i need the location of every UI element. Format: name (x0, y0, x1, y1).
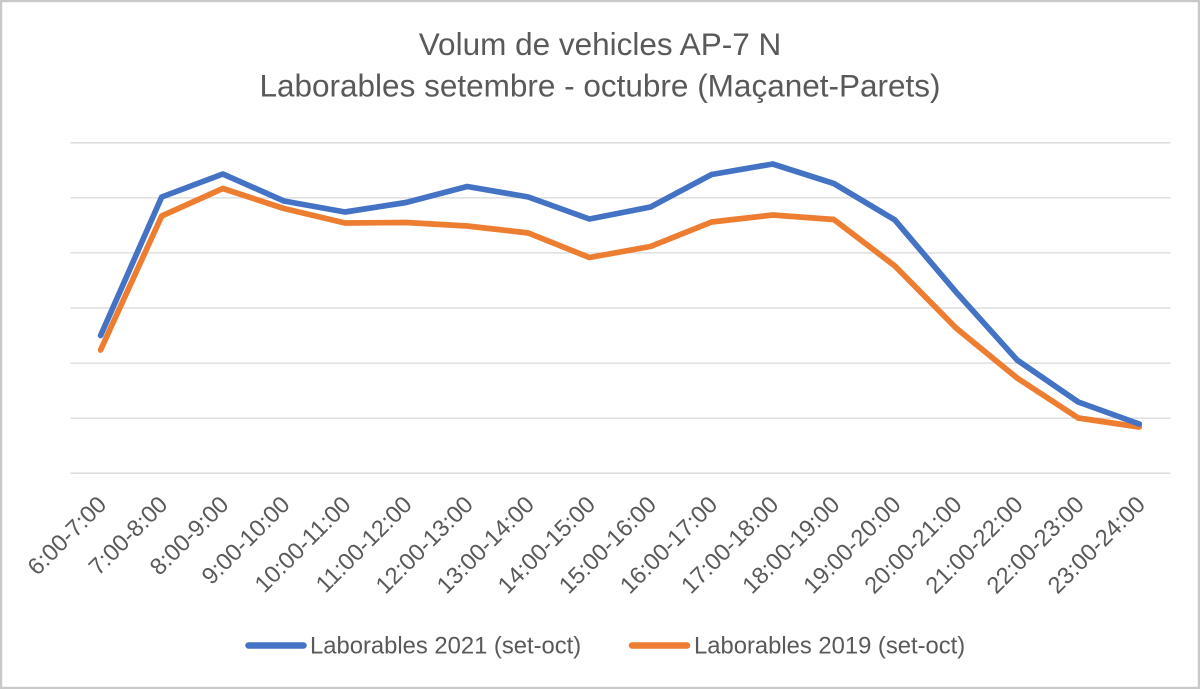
svg-text:Laborables setembre - octubre: Laborables setembre - octubre (Maçanet-P… (259, 68, 940, 104)
svg-text:Laborables 2021 (set-oct): Laborables 2021 (set-oct) (310, 633, 581, 660)
svg-text:Laborables 2019 (set-oct): Laborables 2019 (set-oct) (694, 633, 965, 660)
svg-text:Volum de vehicles AP-7 N: Volum de vehicles AP-7 N (419, 26, 781, 62)
